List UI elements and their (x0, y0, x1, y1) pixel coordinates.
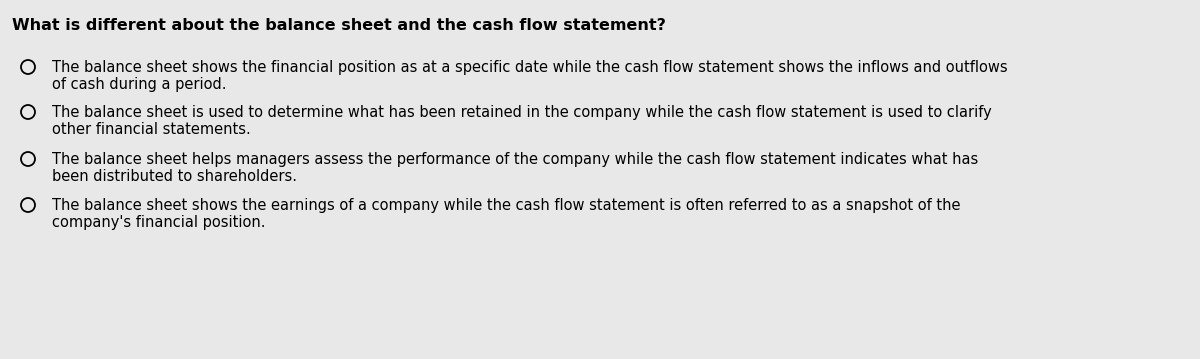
Text: company's financial position.: company's financial position. (52, 215, 265, 230)
Text: The balance sheet helps managers assess the performance of the company while the: The balance sheet helps managers assess … (52, 152, 978, 167)
Text: The balance sheet shows the financial position as at a specific date while the c: The balance sheet shows the financial po… (52, 60, 1008, 75)
Text: What is different about the balance sheet and the cash flow statement?: What is different about the balance shee… (12, 18, 666, 33)
Text: The balance sheet shows the earnings of a company while the cash flow statement : The balance sheet shows the earnings of … (52, 198, 960, 213)
Text: other financial statements.: other financial statements. (52, 122, 251, 137)
Text: been distributed to shareholders.: been distributed to shareholders. (52, 169, 298, 184)
Text: of cash during a period.: of cash during a period. (52, 77, 227, 92)
Text: The balance sheet is used to determine what has been retained in the company whi: The balance sheet is used to determine w… (52, 105, 991, 120)
